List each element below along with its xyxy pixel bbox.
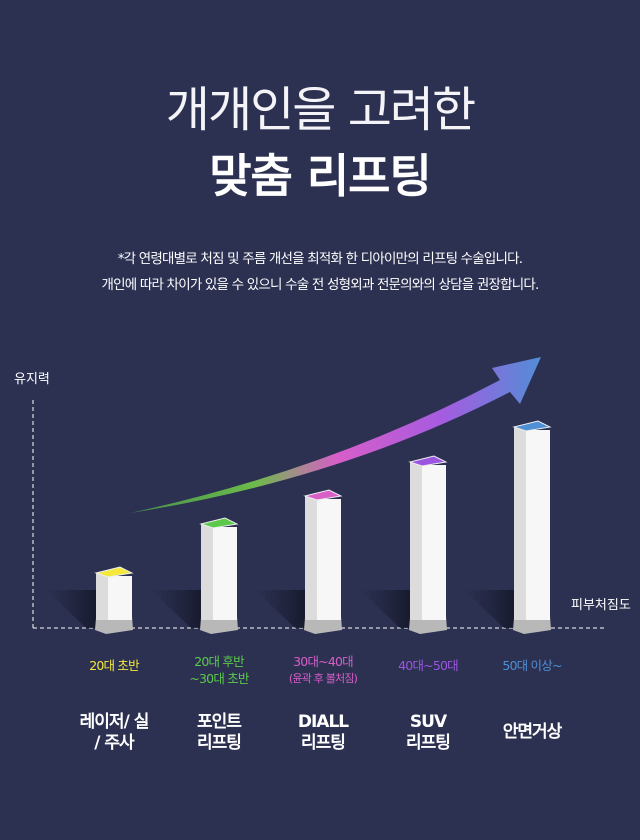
bar-shadow — [360, 590, 410, 628]
age-label-line: 40대~50대 — [398, 658, 458, 673]
age-label: 30대~40대 (윤곽 후 볼처짐) — [268, 653, 378, 687]
trend-arrow — [130, 357, 541, 513]
procedure-label-line: SUV — [409, 712, 447, 732]
procedure-label-line: 포인트 — [197, 712, 242, 732]
bar-shadow — [151, 590, 201, 628]
description: *각 연령대별로 처짐 및 주름 개선을 최적화 한 디아이만의 리프팅 수술입… — [0, 246, 640, 298]
procedure-label-line: 리프팅 — [197, 733, 242, 753]
age-sublabel: (윤곽 후 볼처짐) — [288, 672, 358, 685]
bar-base — [304, 616, 342, 634]
bar-shadow — [46, 590, 96, 628]
y-axis-label: 유지력 — [14, 372, 50, 387]
bar-shadow — [255, 590, 305, 628]
bar — [317, 499, 341, 620]
bar-side — [305, 496, 317, 620]
procedure-label-line: 리프팅 — [301, 733, 346, 753]
bar-base — [513, 616, 551, 634]
procedure-label: 안면거상 — [477, 722, 587, 743]
description-line: 개인에 따라 차이가 있을 수 있으니 수술 전 성형외과 전문의와의 상담을 … — [101, 277, 540, 293]
procedure-label-line: 안면거상 — [502, 722, 563, 742]
bar-base — [200, 616, 238, 634]
age-label: 50대 이상~ — [477, 657, 587, 674]
age-label-line: ~30대 초반 — [189, 671, 249, 686]
bar — [526, 430, 550, 620]
bar-top — [303, 489, 343, 501]
bar-base — [95, 616, 133, 634]
age-label-line: 20대 후반 — [194, 654, 244, 669]
procedure-label-line: / 주사 — [94, 733, 134, 753]
age-label: 20대 후반 ~30대 초반 — [164, 653, 274, 687]
title-line1: 개개인을 고려한 — [165, 82, 476, 138]
procedure-label-line: 레이저/ 실 — [79, 712, 150, 732]
age-label-line: 20대 초반 — [89, 658, 139, 673]
bar-top — [94, 566, 134, 578]
x-axis-label: 피부처짐도 — [571, 598, 631, 613]
title-line2: 맞춤 리프팅 — [209, 149, 432, 203]
bar-side — [201, 524, 213, 620]
bar-base — [409, 616, 447, 634]
procedure-label: DIALL 리프팅 — [268, 712, 378, 754]
bar-top — [199, 517, 239, 529]
bar-top — [512, 420, 552, 432]
age-label: 20대 초반 — [59, 657, 169, 674]
age-label-line: 30대~40대 — [293, 654, 353, 669]
bar-shadow — [464, 590, 514, 628]
procedure-label-line: DIALL — [297, 712, 349, 732]
description-line: *각 연령대별로 처짐 및 주름 개선을 최적화 한 디아이만의 리프팅 수술입… — [117, 251, 523, 267]
bar-side — [410, 462, 422, 620]
bar-side — [514, 427, 526, 620]
procedure-label: 레이저/ 실 / 주사 — [59, 712, 169, 754]
procedure-label: 포인트 리프팅 — [164, 712, 274, 754]
bar — [108, 576, 132, 620]
age-label-line: 50대 이상~ — [502, 658, 562, 673]
bar — [213, 527, 237, 620]
bar — [422, 465, 446, 620]
bar-side — [96, 573, 108, 620]
procedure-label: SUV 리프팅 — [373, 712, 483, 754]
age-label: 40대~50대 — [373, 657, 483, 674]
bar-top — [408, 455, 448, 467]
procedure-label-line: 리프팅 — [406, 733, 451, 753]
